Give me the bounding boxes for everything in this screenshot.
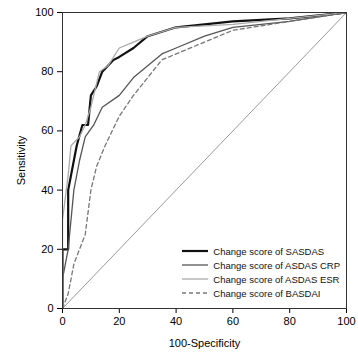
svg-text:80: 80 [41, 65, 53, 77]
html-text:Change score of ASDAS ESR: Change score of ASDAS ESR [213, 273, 340, 285]
html-text:Change score of BASDAI: Change score of BASDAI [213, 287, 321, 299]
svg-text:40: 40 [170, 315, 182, 327]
svg-text:60: 60 [227, 315, 239, 327]
svg-text:60: 60 [41, 124, 53, 136]
svg-text:100: 100 [35, 6, 53, 18]
svg-text:40: 40 [41, 184, 53, 196]
svg-text:100: 100 [337, 315, 355, 327]
html-text:Change score of SASDAS: Change score of SASDAS [213, 245, 325, 257]
svg-text:0: 0 [47, 302, 53, 314]
svg-text:Sensitivity: Sensitivity [15, 135, 27, 185]
svg-text:20: 20 [113, 315, 125, 327]
html-text:Change score of ASDAS CRP: Change score of ASDAS CRP [213, 259, 340, 271]
svg-text:100-Specificity: 100-Specificity [169, 337, 241, 349]
svg-text:80: 80 [284, 315, 296, 327]
svg-text:20: 20 [41, 243, 53, 255]
svg-text:0: 0 [59, 315, 65, 327]
